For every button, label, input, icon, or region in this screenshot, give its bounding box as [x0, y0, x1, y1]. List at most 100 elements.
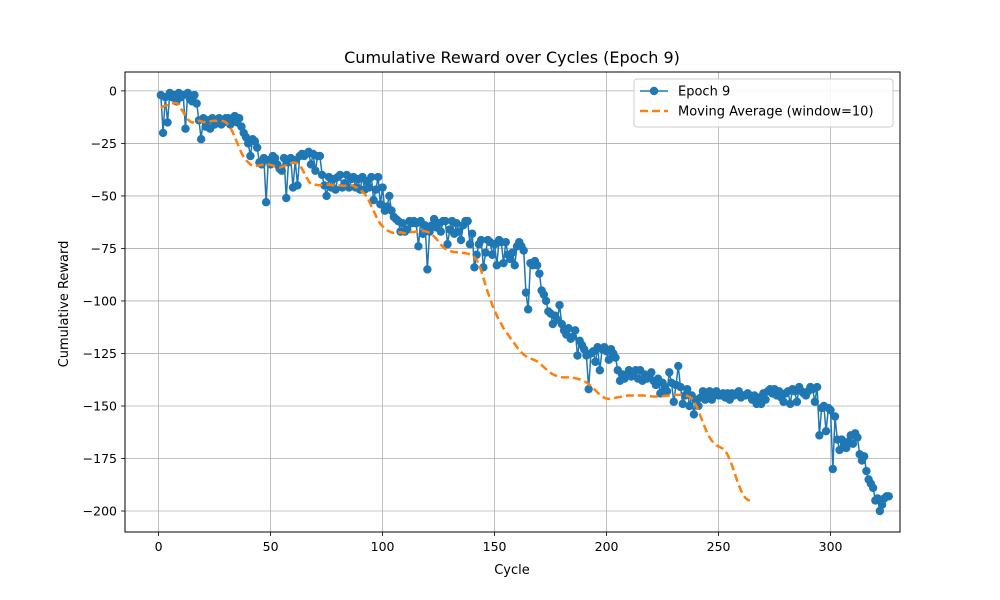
epoch-data-point	[282, 193, 291, 203]
epoch-data-point	[488, 250, 497, 259]
epoch-data-point	[322, 191, 331, 201]
epoch-data-point	[685, 401, 694, 411]
epoch-data-point	[420, 221, 430, 230]
epoch-data-point	[521, 288, 531, 297]
epoch-data-point	[591, 357, 600, 367]
epoch-data-point	[456, 235, 466, 245]
epoch-data-point	[481, 248, 490, 257]
epoch-data-point	[779, 397, 788, 406]
moving-average-line	[160, 101, 751, 502]
epoch-data-point	[163, 118, 172, 127]
epoch-data-point	[317, 170, 327, 180]
epoch-data-point	[423, 265, 432, 274]
x-tick-label: 200	[595, 539, 619, 554]
legend-epoch-marker	[649, 86, 659, 96]
epoch-data-point	[470, 263, 479, 272]
epoch-data-point	[371, 185, 381, 194]
epoch-data-point	[441, 216, 450, 226]
epoch-data-point	[320, 181, 329, 190]
epoch-data-point	[414, 242, 423, 251]
epoch-data-point	[810, 397, 820, 406]
epoch-data-point	[830, 412, 840, 421]
epoch-data-point	[826, 405, 835, 415]
epoch-data-point	[678, 399, 687, 409]
y-tick-label: −50	[91, 188, 117, 203]
plot-frame	[124, 71, 901, 533]
epoch-data-point	[463, 216, 472, 226]
epoch-data-point	[190, 90, 199, 100]
epoch-data-point	[523, 305, 533, 314]
epoch-data-point	[158, 128, 168, 138]
epoch-data-point	[689, 410, 699, 419]
epoch-data-point	[376, 200, 385, 209]
y-tick-label: −100	[83, 293, 117, 308]
epoch-data-point	[557, 319, 566, 329]
epoch-data-point	[532, 261, 542, 270]
epoch-data-point	[436, 227, 446, 236]
epoch-data-point	[226, 120, 235, 129]
epoch-data-point	[875, 506, 885, 516]
epoch-data-point	[665, 368, 674, 377]
epoch-data-point	[680, 391, 690, 400]
epoch-data-point	[467, 229, 477, 238]
epoch-data-point	[364, 183, 374, 192]
epoch-data-point	[476, 235, 486, 245]
y-tick-label: 0	[109, 83, 117, 98]
x-tick-label: 250	[707, 539, 731, 554]
epoch-data-point	[181, 124, 190, 133]
epoch-data-point	[651, 380, 661, 390]
x-tick-label: 300	[819, 539, 843, 554]
epoch-data-point	[331, 185, 340, 194]
epoch-data-point	[235, 114, 244, 123]
epoch-data-point	[835, 445, 844, 455]
epoch-data-point	[398, 219, 407, 228]
y-axis-ticks: 0 −25 −50 −75 −100 −125 −150 −175 −200	[83, 83, 125, 518]
epoch-data-point	[306, 160, 316, 169]
y-tick-label: −125	[83, 346, 117, 361]
epoch-data-point	[884, 492, 893, 501]
epoch-data-point	[662, 387, 672, 396]
epoch-data-point	[539, 290, 549, 299]
epoch-data-point	[868, 483, 878, 493]
epoch-data-point	[510, 261, 519, 270]
epoch-data-point	[506, 254, 515, 264]
epoch-data-point	[853, 433, 862, 442]
epoch-data-point	[373, 172, 383, 182]
epoch-data-point	[683, 384, 692, 394]
epoch-data-point	[579, 345, 589, 354]
epoch-data-point	[774, 387, 784, 396]
epoch-data-point	[508, 248, 517, 257]
x-tick-label: 100	[371, 539, 395, 554]
epoch-data-point	[676, 382, 685, 392]
epoch-data-point	[700, 395, 710, 404]
epoch-data-point	[252, 143, 262, 152]
x-axis-label: Cycle	[494, 563, 530, 578]
legend-label-epoch: Epoch 9	[678, 85, 730, 100]
x-tick-label: 50	[263, 539, 279, 554]
epoch-data-point	[443, 240, 452, 249]
epoch-data-point	[369, 195, 378, 205]
epoch-data-point	[535, 269, 544, 278]
y-tick-label: −150	[83, 398, 117, 413]
epoch-data-point	[492, 261, 502, 270]
epoch-data-point	[604, 355, 614, 364]
epoch-data-point	[555, 300, 564, 310]
epoch-data-point	[877, 500, 887, 509]
epoch-data-point	[183, 88, 192, 98]
legend-label-moving-average: Moving Average (window=10)	[678, 105, 874, 120]
x-tick-label: 0	[155, 539, 163, 554]
epoch-data-point	[246, 151, 255, 161]
epoch-data-point	[499, 258, 508, 268]
epoch-data-point	[584, 384, 593, 394]
epoch-data-point	[196, 135, 206, 144]
epoch-data-point	[647, 368, 656, 377]
y-tick-label: −25	[91, 136, 117, 151]
epoch-data-point	[315, 151, 325, 161]
epoch-data-point	[261, 198, 271, 207]
epoch-data-point	[792, 397, 802, 406]
epoch-data-point	[519, 246, 528, 255]
x-tick-label: 150	[483, 539, 507, 554]
epoch-data-point	[828, 464, 837, 474]
epoch-data-point	[465, 240, 475, 249]
